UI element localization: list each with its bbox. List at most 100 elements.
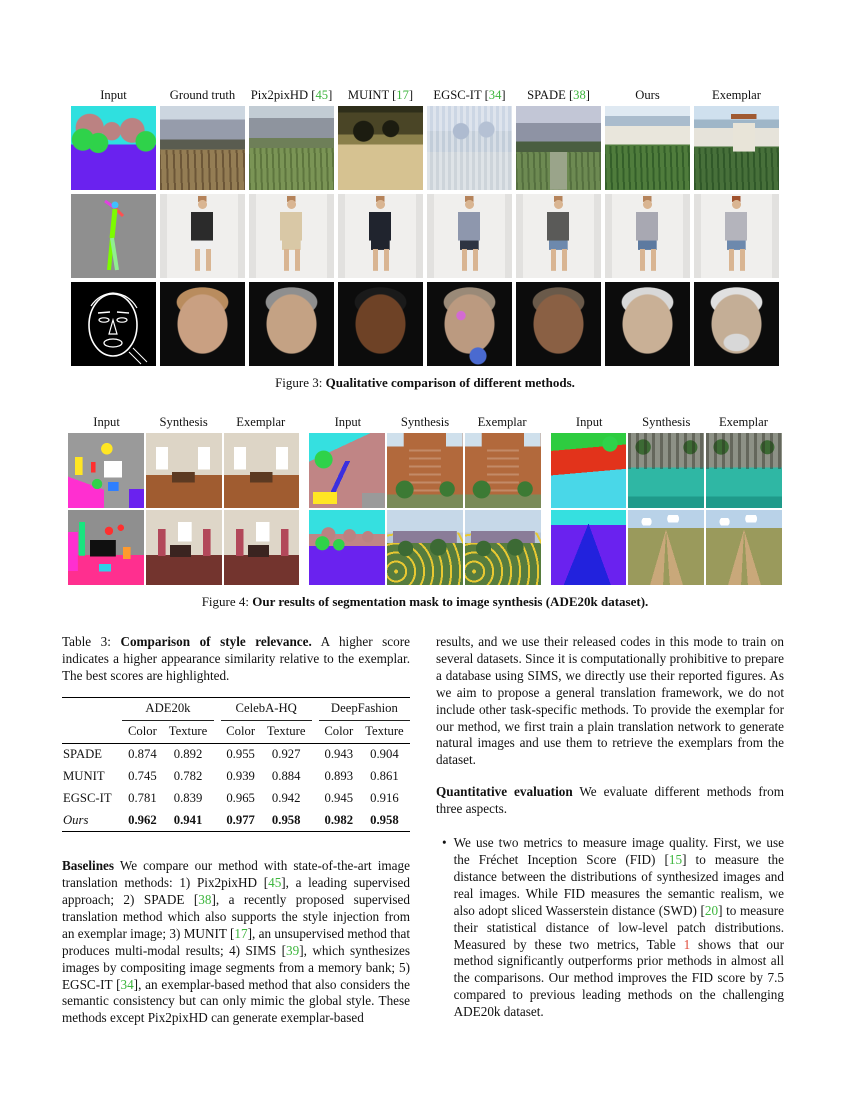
citation-link[interactable]: 38 <box>198 891 212 907</box>
table3-row-egsc-it: EGSC-IT 0.781 0.839 0.965 0.942 0.945 0.… <box>62 787 410 809</box>
figure3-caption: Figure 3: Qualitative comparison of diff… <box>275 375 575 390</box>
fig4-interior1-exemplar <box>223 433 300 508</box>
citation-link[interactable]: 17 <box>234 925 248 941</box>
fig4-interior2-synthesis <box>145 510 222 585</box>
citation-link[interactable]: 17 <box>396 88 409 102</box>
table3-subheader-row: Color Texture Color Texture Color Textur… <box>62 720 410 744</box>
fig3-face-input-edges <box>71 282 156 366</box>
fig4-building1-synthesis <box>387 433 463 508</box>
fig4-label-synthesis: Synthesis <box>159 415 208 429</box>
table3-value: 0.945 <box>324 790 354 805</box>
citation-link[interactable]: 1 <box>683 936 691 952</box>
fig3-scene-pix2pixhd-result <box>249 106 334 190</box>
fig4-landscape1-synthesis <box>628 433 705 508</box>
citation-link[interactable]: 15 <box>668 851 683 867</box>
table3-row-label: MUNIT <box>63 768 105 783</box>
table3-value: 0.962 <box>128 812 157 827</box>
table3-value: 0.781 <box>128 790 157 805</box>
fig4-label-exemplar: Exemplar <box>718 415 768 429</box>
fig3-col-label-exemplar: Exemplar <box>712 88 761 102</box>
table3-value: 0.904 <box>370 747 399 762</box>
body-columns: Table 3: Comparison of style relevance. … <box>62 634 788 1027</box>
fig4-label-input: Input <box>575 415 603 429</box>
table3-value: 0.977 <box>226 812 255 827</box>
fig3-face-ground-truth <box>160 282 245 366</box>
fig3-fashion-input-pose <box>71 194 156 278</box>
citation-link[interactable]: 20 <box>704 902 719 918</box>
table3-subheader: Texture <box>162 720 214 744</box>
fig4-label-input: Input <box>93 415 120 429</box>
table3-row-munit: MUNIT 0.745 0.782 0.939 0.884 0.893 0.86… <box>62 765 410 787</box>
fig4-label-exemplar: Exemplar <box>477 415 527 429</box>
figure4: Input Synthesis Exemplar Input Synthesis <box>68 415 782 610</box>
table3-value: 0.939 <box>226 768 255 783</box>
figure4-group-interior: Input Synthesis Exemplar <box>68 415 300 585</box>
citation-link[interactable]: 34 <box>488 88 502 102</box>
fig3-scene-egsc-it-result <box>427 106 512 190</box>
table3-group-ade20k: ADE20k <box>122 697 214 721</box>
table3-subheader: Texture <box>358 720 410 744</box>
fig3-fashion-muint-result <box>338 194 423 278</box>
figure3-column-headers: Input Ground truth Pix2pixHD [45] MUINT … <box>71 88 779 103</box>
table3-value: 0.782 <box>173 768 203 783</box>
fig3-scene-spade-result <box>516 106 601 190</box>
figure4-caption: Figure 4: Our results of segmentation ma… <box>201 594 649 609</box>
table3-value: 0.839 <box>173 790 203 805</box>
fig4-building2-synthesis <box>387 510 463 585</box>
fig3-scene-ours-result <box>605 106 690 190</box>
fig3-face-egsc-it-result <box>427 282 512 366</box>
table3-value: 0.958 <box>271 812 301 827</box>
table3-value: 0.955 <box>226 747 255 762</box>
table3-row-label: SPADE <box>63 747 103 762</box>
bullet-item-metrics: • We use two metrics to measure image qu… <box>436 835 784 1021</box>
right-column: results, and we use their released codes… <box>436 634 784 1027</box>
table3-value: 0.958 <box>370 812 399 827</box>
fig4-interior1-input-segmentation <box>68 433 144 508</box>
fig3-col-label-input: Input <box>100 88 127 102</box>
fig3-scene-input-segmentation <box>71 106 156 190</box>
table3-value: 0.982 <box>324 812 354 827</box>
figure4-group-landscape: Input Synthesis Exemplar <box>550 415 782 585</box>
fig3-col-label-spade: SPADE [38] <box>527 88 590 102</box>
fig3-face-pix2pixhd-result <box>249 282 334 366</box>
citation-link[interactable]: 45 <box>315 88 329 102</box>
citation-link[interactable]: 34 <box>120 976 134 992</box>
fig3-col-label-egsc-it: EGSC-IT [34] <box>433 88 506 102</box>
table3-value: 0.927 <box>271 747 301 762</box>
fig3-col-label-ground-truth: Ground truth <box>169 88 236 102</box>
fig3-fashion-ground-truth <box>160 194 245 278</box>
table3-row-ours: Ours 0.962 0.941 0.977 0.958 0.982 0.958 <box>62 809 410 831</box>
table3-caption: Table 3: Comparison of style relevance. … <box>62 634 410 683</box>
fig4-landscape1-input-segmentation <box>550 433 627 508</box>
bullet-text: We use two metrics to measure image qual… <box>453 835 785 1020</box>
fig3-scene-ground-truth <box>160 106 245 190</box>
table3-subheader: Color <box>318 720 359 744</box>
table3-value: 0.892 <box>173 747 203 762</box>
fig4-interior1-synthesis <box>145 433 222 508</box>
fig3-fashion-ours-result <box>605 194 690 278</box>
fig3-col-label-ours: Ours <box>635 88 660 102</box>
fig3-face-exemplar <box>694 282 779 366</box>
fig4-landscape2-exemplar <box>706 510 782 585</box>
fig3-fashion-pix2pixhd-result <box>249 194 334 278</box>
fig4-interior2-input-segmentation <box>68 510 144 585</box>
fig4-landscape2-synthesis <box>628 510 705 585</box>
table3-value: 0.745 <box>128 768 157 783</box>
table3-group-header-row: ADE20k CelebA-HQ DeepFashion <box>62 697 410 721</box>
citation-link[interactable]: 45 <box>268 875 282 891</box>
citation-link[interactable]: 38 <box>573 88 586 102</box>
table3-value: 0.861 <box>370 768 399 783</box>
figure3-image-grid <box>71 106 779 366</box>
table3-group-deepfashion: DeepFashion <box>318 697 410 721</box>
fig3-face-ours-result <box>605 282 690 366</box>
citation-link[interactable]: 39 <box>286 942 300 958</box>
fig4-label-input: Input <box>334 415 362 429</box>
fig4-landscape1-exemplar <box>706 433 782 508</box>
fig3-col-label-pix2pixhd: Pix2pixHD [45] <box>250 88 333 102</box>
fig4-interior2-exemplar <box>223 510 300 585</box>
table3-value: 0.893 <box>324 768 354 783</box>
table3-row-label: EGSC-IT <box>63 790 112 805</box>
table3-row-label: Ours <box>63 812 89 827</box>
table3-value: 0.916 <box>370 790 399 805</box>
fig3-fashion-egsc-it-result <box>427 194 512 278</box>
